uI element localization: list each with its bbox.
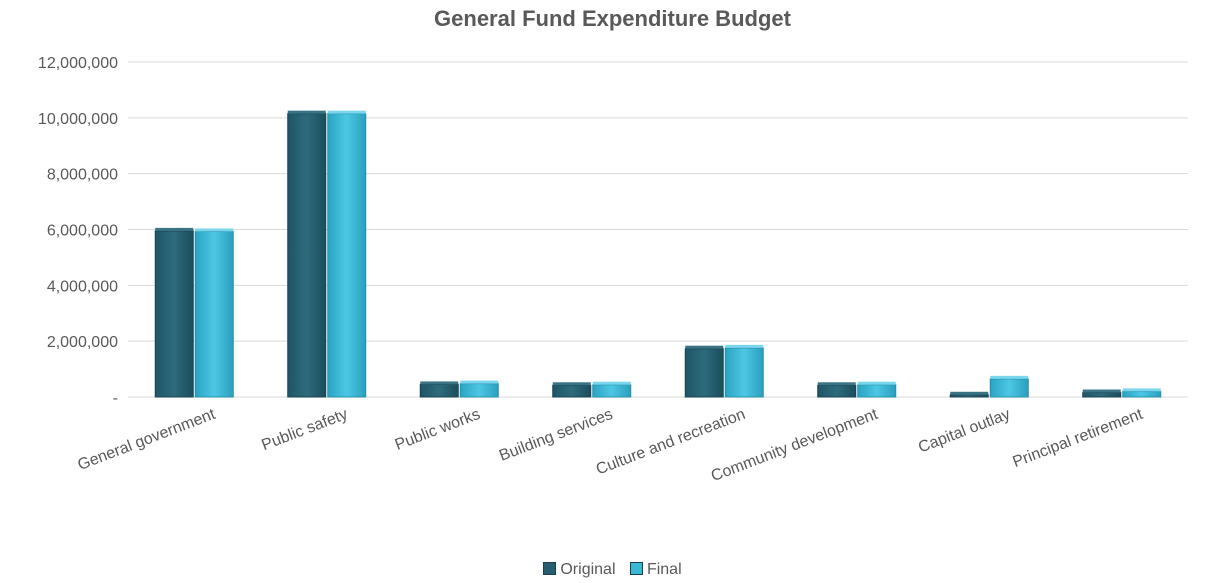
y-tick-label: - xyxy=(113,390,118,407)
bar-top-final-7 xyxy=(1122,388,1161,392)
y-tick-label: 4,000,000 xyxy=(47,278,118,295)
y-tick-label: 12,000,000 xyxy=(38,55,118,72)
legend-label-final: Final xyxy=(646,561,682,578)
bar-original-1 xyxy=(287,113,327,398)
bar-top-original-7 xyxy=(1082,389,1121,393)
bar-final-5 xyxy=(857,384,897,398)
legend-item-original: Original xyxy=(543,561,616,579)
legend-label-original: Original xyxy=(560,561,616,578)
bar-top-original-5 xyxy=(817,382,856,386)
bar-final-7 xyxy=(1122,390,1162,398)
x-tick-label: General government xyxy=(75,406,218,474)
legend-swatch-final xyxy=(629,562,643,575)
bar-top-original-0 xyxy=(155,227,194,231)
legend: Original Final xyxy=(0,561,1225,579)
bar-top-original-6 xyxy=(950,391,989,395)
x-tick-label: Capital outlay xyxy=(916,406,1013,457)
bar-final-1 xyxy=(327,113,367,398)
legend-swatch-original xyxy=(543,562,557,575)
bar-original-5 xyxy=(817,384,857,398)
x-tick-label: Building services xyxy=(497,406,615,465)
bar-original-6 xyxy=(949,394,989,398)
y-tick-label: 6,000,000 xyxy=(47,223,118,240)
bar-final-3 xyxy=(592,384,632,398)
bar-top-final-5 xyxy=(857,381,896,385)
bar-top-final-3 xyxy=(592,381,631,385)
bar-original-2 xyxy=(419,383,459,398)
bar-original-0 xyxy=(154,230,194,398)
bar-final-2 xyxy=(459,383,499,398)
bar-final-4 xyxy=(724,347,764,398)
x-tick-label: Principal retirement xyxy=(1010,406,1145,471)
bar-top-final-0 xyxy=(195,228,234,232)
bar-top-original-3 xyxy=(552,382,591,386)
bar-original-7 xyxy=(1082,392,1122,398)
legend-item-final: Final xyxy=(629,561,682,579)
chart-title: General Fund Expenditure Budget xyxy=(434,6,791,31)
bar-original-3 xyxy=(552,384,592,398)
x-tick-label: Public safety xyxy=(259,406,350,454)
bar-top-final-1 xyxy=(327,110,366,114)
y-tick-label: 2,000,000 xyxy=(47,334,118,351)
bar-final-0 xyxy=(194,230,234,398)
bar-top-original-2 xyxy=(420,381,459,385)
bar-top-final-4 xyxy=(725,344,764,348)
bar-final-6 xyxy=(989,378,1029,398)
bar-top-final-6 xyxy=(990,375,1029,379)
bar-top-original-4 xyxy=(685,345,724,349)
x-tick-label: Public works xyxy=(393,406,483,454)
y-tick-label: 8,000,000 xyxy=(47,167,118,184)
bar-top-final-2 xyxy=(460,380,499,384)
bar-original-4 xyxy=(684,348,724,398)
y-tick-label: 10,000,000 xyxy=(38,111,118,128)
bar-top-original-1 xyxy=(287,110,326,114)
